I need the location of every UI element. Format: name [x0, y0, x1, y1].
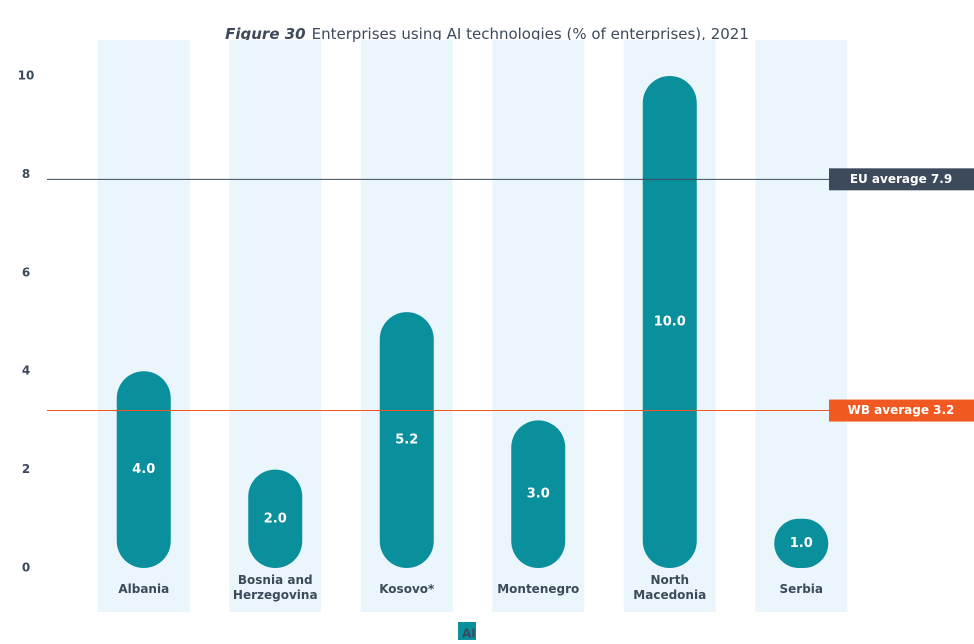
value-label: 4.0 — [132, 462, 155, 477]
value-label: 10.0 — [654, 315, 686, 330]
y-tick-label: 0 — [22, 561, 30, 575]
bar — [379, 312, 434, 568]
x-tick-label: Kosovo* — [379, 582, 435, 596]
y-tick-label: 2 — [22, 462, 30, 476]
x-tick-label: North Macedonia — [633, 573, 707, 602]
bar — [642, 76, 697, 568]
bar — [511, 420, 566, 568]
reference-label: WB average 3.2 — [848, 403, 955, 417]
x-tick-label: Montenegro — [497, 582, 580, 596]
x-tick-label: Bosnia and Herzegovina — [232, 573, 318, 602]
value-label: 5.2 — [395, 433, 418, 448]
value-label: 2.0 — [264, 511, 287, 526]
title-text: Enterprises using AI technologies (% of … — [312, 25, 749, 43]
x-tick-label: Serbia — [779, 582, 824, 596]
reference-label: EU average 7.9 — [850, 172, 952, 186]
bar — [116, 371, 171, 568]
value-label: 1.0 — [790, 536, 813, 551]
legend-label: AI — [462, 627, 476, 641]
value-label: 3.0 — [527, 487, 550, 502]
y-tick-label: 8 — [22, 167, 30, 181]
legend-swatch — [458, 622, 476, 640]
category-band — [755, 40, 848, 612]
reference-label-box — [829, 399, 974, 422]
x-tick-label: Albania — [118, 582, 170, 596]
y-tick-label: 6 — [22, 265, 30, 279]
y-tick-label: 10 — [18, 69, 35, 83]
chart-title: Figure 30 Enterprises using AI technologi… — [225, 25, 749, 43]
figure-label: Figure 30 — [225, 25, 305, 43]
bar — [774, 518, 829, 568]
bar — [248, 469, 303, 568]
reference-label-box — [829, 168, 974, 191]
y-tick-label: 4 — [22, 364, 30, 378]
